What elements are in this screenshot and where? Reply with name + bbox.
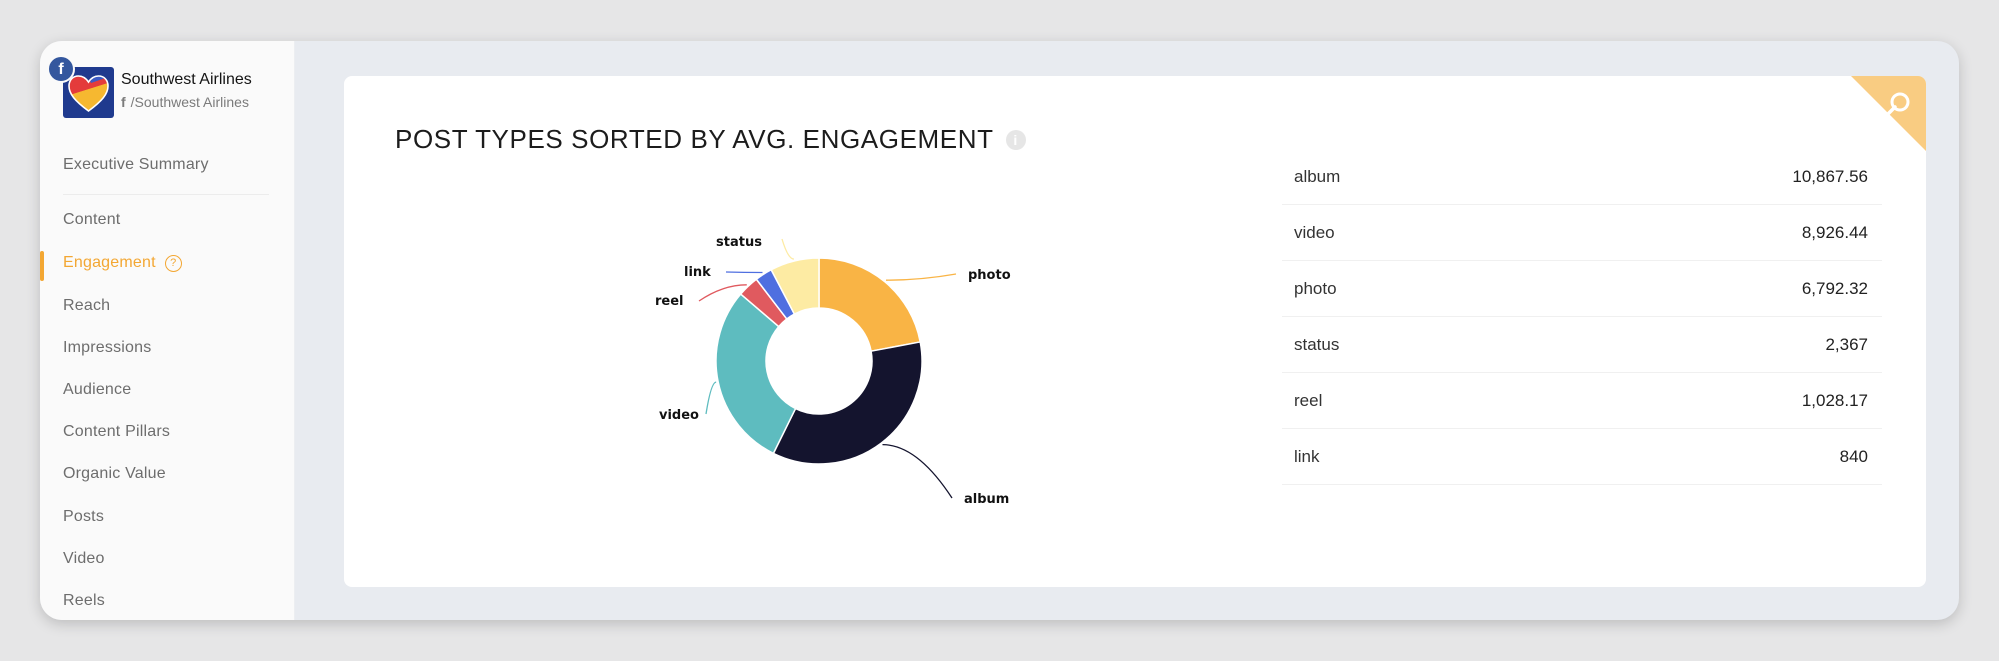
sidebar-item-content-pillars[interactable]: Content Pillars bbox=[63, 423, 171, 440]
slice-label-photo: photo bbox=[968, 268, 1011, 283]
table-row: link 840 bbox=[1282, 429, 1882, 485]
table-row: photo 6,792.32 bbox=[1282, 261, 1882, 317]
sidebar-item-video[interactable]: Video bbox=[63, 550, 105, 567]
slice-album[interactable] bbox=[772, 341, 923, 465]
table-row: reel 1,028.17 bbox=[1282, 373, 1882, 429]
engagement-table: album 10,867.56 video 8,926.44 photo 6,7… bbox=[1282, 149, 1882, 485]
sidebar-item-content[interactable]: Content bbox=[63, 211, 121, 228]
sidebar-item-audience[interactable]: Audience bbox=[63, 381, 132, 398]
heart-logo-icon bbox=[68, 75, 109, 112]
brand-name: Southwest Airlines bbox=[121, 71, 252, 88]
brand-handle-text: /Southwest Airlines bbox=[130, 94, 249, 110]
leader-line-photo bbox=[886, 273, 957, 281]
card-title: POST TYPES SORTED BY AVG. ENGAGEMENT i bbox=[395, 124, 1026, 155]
post-type-cell: link bbox=[1294, 447, 1320, 466]
facebook-badge-icon: f bbox=[47, 55, 75, 83]
engagement-value-cell: 8,926.44 bbox=[1801, 223, 1868, 242]
sidebar: f Southwest Airlines f/Southwest Airline… bbox=[40, 41, 295, 620]
slice-label-video: video bbox=[659, 408, 699, 423]
brand-handle[interactable]: f/Southwest Airlines bbox=[121, 94, 249, 110]
card-title-text: POST TYPES SORTED BY AVG. ENGAGEMENT bbox=[395, 124, 994, 154]
leader-line-video bbox=[705, 381, 717, 415]
engagement-value-cell: 840 bbox=[1839, 447, 1868, 466]
slice-photo[interactable] bbox=[818, 257, 922, 353]
slice-label-reel: reel bbox=[655, 294, 684, 309]
sidebar-item-reach[interactable]: Reach bbox=[63, 297, 111, 314]
facebook-f-icon: f bbox=[121, 94, 126, 110]
sidebar-item-impressions[interactable]: Impressions bbox=[63, 339, 152, 356]
slice-video[interactable] bbox=[715, 293, 797, 455]
leader-line-album bbox=[882, 443, 953, 499]
engagement-value-cell: 1,028.17 bbox=[1801, 391, 1868, 410]
app-window: f Southwest Airlines f/Southwest Airline… bbox=[40, 41, 1959, 620]
active-indicator bbox=[40, 251, 44, 281]
slice-status[interactable] bbox=[770, 257, 820, 316]
post-type-cell: reel bbox=[1294, 391, 1323, 410]
table-row: album 10,867.56 bbox=[1282, 149, 1882, 205]
sidebar-item-organic-value[interactable]: Organic Value bbox=[63, 465, 166, 482]
post-type-cell: album bbox=[1294, 167, 1341, 186]
table-row: video 8,926.44 bbox=[1282, 205, 1882, 261]
sidebar-item-reels[interactable]: Reels bbox=[63, 592, 105, 609]
leader-line-status bbox=[781, 238, 795, 260]
slice-label-link: link bbox=[684, 265, 711, 280]
engagement-card: POST TYPES SORTED BY AVG. ENGAGEMENT i ph… bbox=[344, 76, 1926, 587]
nav-divider bbox=[63, 194, 269, 195]
slice-label-album: album bbox=[964, 492, 1009, 507]
sidebar-item-label: Engagement bbox=[63, 254, 156, 271]
post-type-cell: photo bbox=[1294, 279, 1337, 298]
sidebar-item-posts[interactable]: Posts bbox=[63, 508, 105, 525]
info-icon[interactable]: i bbox=[1005, 130, 1026, 150]
slice-label-status: status bbox=[716, 235, 762, 250]
help-icon[interactable]: ? bbox=[164, 255, 182, 272]
search-icon[interactable] bbox=[1851, 76, 1926, 151]
leader-line-reel bbox=[698, 284, 747, 302]
engagement-value-cell: 6,792.32 bbox=[1801, 279, 1868, 298]
post-type-cell: status bbox=[1294, 335, 1340, 354]
sidebar-item-executive-summary[interactable]: Executive Summary bbox=[63, 156, 209, 173]
brand-logo bbox=[63, 67, 114, 118]
engagement-value-cell: 10,867.56 bbox=[1792, 167, 1868, 186]
engagement-value-cell: 2,367 bbox=[1825, 335, 1868, 354]
post-type-cell: video bbox=[1294, 223, 1335, 242]
table-row: status 2,367 bbox=[1282, 317, 1882, 373]
sidebar-item-engagement[interactable]: Engagement? bbox=[63, 254, 182, 272]
